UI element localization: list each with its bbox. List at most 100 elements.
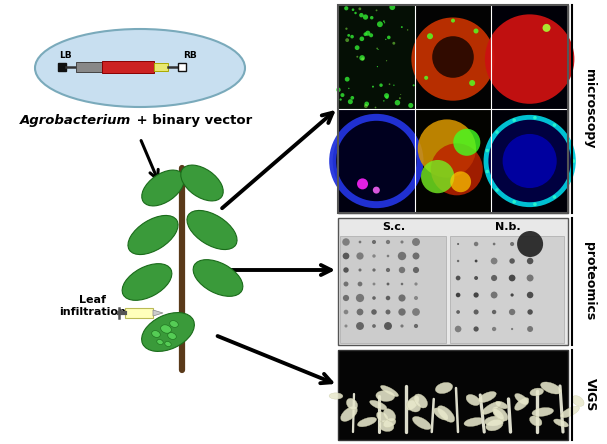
Circle shape — [395, 100, 400, 105]
Circle shape — [413, 267, 419, 273]
Text: proteomics: proteomics — [583, 242, 597, 321]
Circle shape — [356, 56, 358, 58]
Circle shape — [354, 45, 359, 50]
Ellipse shape — [142, 170, 185, 206]
Ellipse shape — [157, 340, 163, 345]
Circle shape — [510, 293, 514, 297]
Circle shape — [341, 93, 344, 97]
Circle shape — [486, 117, 574, 205]
Circle shape — [373, 186, 380, 194]
Circle shape — [492, 310, 497, 314]
Ellipse shape — [122, 264, 172, 300]
Circle shape — [414, 296, 418, 300]
Circle shape — [393, 84, 395, 86]
Circle shape — [486, 170, 489, 173]
Circle shape — [345, 38, 349, 42]
Circle shape — [475, 260, 478, 262]
Ellipse shape — [187, 210, 237, 250]
Circle shape — [350, 35, 354, 39]
Circle shape — [365, 31, 370, 36]
Circle shape — [359, 13, 364, 17]
Ellipse shape — [493, 407, 508, 421]
Circle shape — [509, 275, 515, 281]
Circle shape — [401, 283, 403, 285]
Circle shape — [456, 310, 460, 314]
Ellipse shape — [168, 333, 176, 339]
Circle shape — [533, 116, 537, 119]
Circle shape — [387, 255, 389, 258]
Ellipse shape — [35, 29, 245, 107]
Circle shape — [387, 282, 390, 285]
Circle shape — [474, 242, 478, 246]
Circle shape — [457, 243, 459, 245]
Circle shape — [491, 275, 497, 281]
Bar — [154, 63, 168, 71]
Circle shape — [457, 260, 459, 262]
Circle shape — [427, 33, 433, 39]
Circle shape — [495, 188, 499, 192]
Circle shape — [377, 21, 383, 27]
Circle shape — [527, 258, 534, 264]
Circle shape — [369, 33, 373, 37]
Circle shape — [354, 12, 357, 14]
Circle shape — [398, 252, 406, 260]
Circle shape — [572, 159, 575, 163]
Circle shape — [385, 95, 388, 99]
Ellipse shape — [407, 400, 421, 412]
Circle shape — [512, 119, 516, 122]
Bar — [491, 5, 568, 109]
Circle shape — [533, 202, 537, 206]
Circle shape — [424, 76, 428, 80]
Circle shape — [453, 129, 480, 156]
Circle shape — [527, 326, 533, 332]
Ellipse shape — [193, 260, 243, 296]
Circle shape — [359, 241, 361, 243]
Text: VIGS: VIGS — [583, 378, 597, 412]
Circle shape — [358, 281, 362, 286]
Bar — [102, 61, 154, 73]
Circle shape — [344, 281, 348, 286]
Circle shape — [432, 36, 474, 78]
Ellipse shape — [493, 408, 504, 420]
Circle shape — [364, 32, 367, 36]
Circle shape — [359, 36, 364, 41]
Circle shape — [343, 295, 349, 301]
Circle shape — [517, 231, 543, 257]
Circle shape — [385, 296, 390, 300]
Circle shape — [414, 324, 418, 328]
Bar — [415, 5, 491, 109]
Ellipse shape — [515, 393, 528, 404]
Circle shape — [371, 309, 377, 315]
Circle shape — [372, 240, 376, 244]
Ellipse shape — [384, 408, 396, 421]
Ellipse shape — [376, 412, 388, 422]
Circle shape — [376, 9, 378, 11]
Text: N.b.: N.b. — [495, 222, 521, 232]
Circle shape — [450, 171, 471, 192]
Ellipse shape — [464, 418, 484, 426]
Circle shape — [348, 88, 350, 89]
Text: Leaf
infiltration: Leaf infiltration — [59, 295, 126, 317]
Bar — [178, 63, 186, 71]
Ellipse shape — [530, 388, 543, 396]
Ellipse shape — [128, 215, 178, 254]
Circle shape — [413, 253, 419, 259]
Circle shape — [572, 159, 575, 163]
Ellipse shape — [379, 420, 394, 432]
Circle shape — [527, 274, 534, 281]
Text: RB: RB — [183, 52, 197, 60]
Circle shape — [344, 309, 348, 314]
Ellipse shape — [329, 393, 343, 399]
Text: microscopy: microscopy — [583, 69, 597, 149]
Circle shape — [486, 149, 489, 152]
Circle shape — [372, 254, 376, 258]
Bar — [338, 350, 568, 440]
Ellipse shape — [532, 408, 554, 416]
Ellipse shape — [541, 382, 561, 394]
Bar — [338, 5, 568, 213]
Circle shape — [412, 17, 495, 101]
Circle shape — [379, 83, 383, 87]
Circle shape — [344, 6, 348, 10]
Circle shape — [385, 309, 390, 314]
Circle shape — [359, 269, 362, 272]
